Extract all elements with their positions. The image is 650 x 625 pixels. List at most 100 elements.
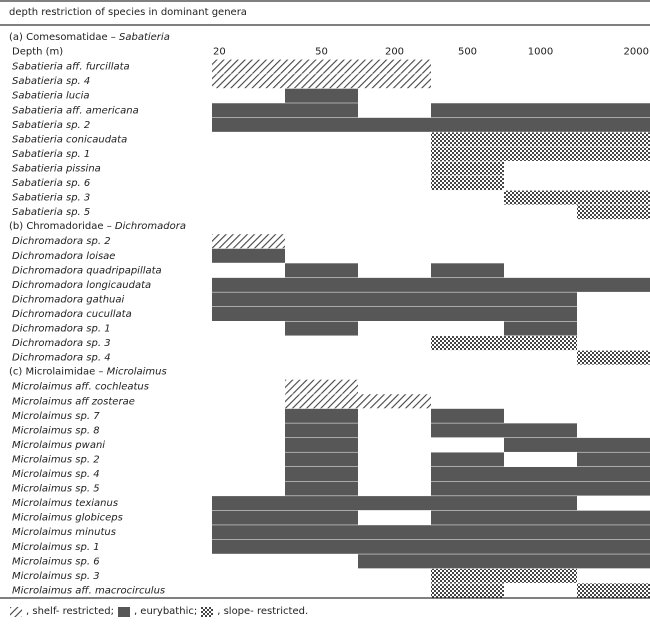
range-bar-eury <box>212 539 650 554</box>
range-bar-shelf <box>212 59 431 74</box>
range-bar-eury <box>431 467 650 482</box>
group-genus: Dichromadora <box>115 221 186 232</box>
species-label: Microlaimus aff zosterae <box>12 396 135 407</box>
group-header: (a) Comesomatidae – Sabatieria <box>9 32 170 43</box>
species-label: Microlaimus sp. 4 <box>12 469 100 480</box>
depth-tick-label: 500 <box>458 47 477 58</box>
range-bar-eury <box>212 277 650 292</box>
species-label: Microlaimus sp. 3 <box>12 571 100 582</box>
depth-tick-label: 200 <box>385 47 404 58</box>
range-bar-eury <box>285 467 358 482</box>
range-bar-eury <box>212 292 577 307</box>
species-label: Dichromadora gathuai <box>12 294 124 305</box>
range-bar-shelf <box>285 394 431 409</box>
species-label: Sabatieria sp. 6 <box>12 178 90 189</box>
species-label: Microlaimus sp. 1 <box>12 542 100 553</box>
range-bar-eury <box>212 248 285 263</box>
species-label: Dichromadora sp. 4 <box>12 353 111 364</box>
species-label: Microlaimus pwani <box>12 440 105 451</box>
species-label: Sabatieria sp. 1 <box>12 149 90 160</box>
range-bar-eury <box>212 510 358 525</box>
range-bar-eury <box>431 452 504 467</box>
range-bar-slope <box>431 568 577 583</box>
species-label: Microlaimus sp. 5 <box>12 484 100 495</box>
species-label: Sabatieria sp. 3 <box>12 193 90 204</box>
legend-label-slope: , slope- restricted. <box>217 606 309 617</box>
range-bar-eury <box>285 437 358 452</box>
range-bar-eury <box>431 263 504 278</box>
species-label: Sabatieria sp. 4 <box>12 76 90 87</box>
range-bar-eury <box>285 408 358 423</box>
species-label: Dichromadora sp. 2 <box>12 236 111 247</box>
range-bar-shelf <box>212 234 285 249</box>
species-label: Microlaimus texianus <box>12 498 118 509</box>
depth-tick-label: 20 <box>213 47 226 58</box>
legend-label-shelf: , shelf- restricted; <box>26 606 114 617</box>
group-header: (c) Microlaimidae – Microlaimus <box>9 367 167 378</box>
range-bar-eury <box>431 481 650 496</box>
species-label: Microlaimus minutus <box>12 527 116 538</box>
species-label: Microlaimus globiceps <box>12 513 123 524</box>
range-bar-eury <box>358 554 650 569</box>
species-label: Sabatieria sp. 2 <box>12 120 90 131</box>
range-bar-eury <box>285 263 358 278</box>
legend-label-eury: , eurybathic; <box>133 606 198 617</box>
range-bar-slope <box>431 176 504 191</box>
range-bar-eury <box>212 306 577 321</box>
species-label: Sabatieria pissina <box>12 163 101 174</box>
species-label: Dichromadora loisae <box>12 251 115 262</box>
range-bar-slope <box>431 146 650 161</box>
species-label: Microlaimus sp. 7 <box>12 411 100 422</box>
species-label: Dichromadora cucullata <box>12 309 132 320</box>
group-genus: Microlaimus <box>107 367 167 378</box>
depth-tick-label: 50 <box>315 47 328 58</box>
legend: , shelf- restricted; , eurybathic; , slo… <box>10 606 308 617</box>
species-label: Microlaimus aff. cochleatus <box>12 382 149 393</box>
species-label: Microlaimus sp. 6 <box>12 556 100 567</box>
species-label: Dichromadora sp. 3 <box>12 338 111 349</box>
species-label: Sabatieria aff. furcillata <box>12 62 130 73</box>
chart-title: depth restriction of species in dominant… <box>9 7 247 18</box>
range-bar-eury <box>431 510 650 525</box>
range-bar-eury <box>504 321 577 336</box>
range-bar-slope <box>577 583 650 598</box>
range-bar-eury <box>577 452 650 467</box>
depth-axis-label: Depth (m) <box>12 47 63 58</box>
group-header: (b) Chromadoridae – Dichromadora <box>9 221 186 232</box>
species-label: Microlaimus sp. 2 <box>12 454 100 465</box>
range-bar-slope <box>504 190 650 205</box>
species-label: Microlaimus sp. 8 <box>12 425 100 436</box>
eurybathic-swatch <box>117 606 130 617</box>
species-label: Dichromadora sp. 1 <box>12 324 111 335</box>
range-bar-slope <box>431 161 504 176</box>
shelf-restricted-swatch <box>10 606 22 617</box>
range-bar-eury <box>285 481 358 496</box>
species-label: Dichromadora quadripapillata <box>12 265 162 276</box>
range-bar-eury <box>212 496 577 511</box>
chart-rows: (a) Comesomatidae – Sabatieria Depth (m) 2… <box>9 32 650 598</box>
range-bar-eury <box>285 321 358 336</box>
range-bar-eury <box>285 423 358 438</box>
range-bar-eury <box>285 452 358 467</box>
species-label: Sabatieria lucia <box>12 91 90 102</box>
range-bar-eury <box>212 103 358 118</box>
range-bar-slope <box>577 205 650 220</box>
slope-restricted-swatch <box>201 606 214 617</box>
range-bar-shelf <box>212 74 431 89</box>
depth-tick-label: 2000 <box>624 47 649 58</box>
depth-tick-label: 1000 <box>528 47 553 58</box>
species-label: Dichromadora longicaudata <box>12 280 151 291</box>
range-bar-eury <box>431 103 650 118</box>
species-label: Sabatieria aff. americana <box>12 105 139 116</box>
range-bar-eury <box>212 117 650 132</box>
range-bar-eury <box>212 525 650 540</box>
range-bar-eury <box>431 408 504 423</box>
species-label: Microlaimus aff. macrocirculus <box>12 585 165 596</box>
range-bar-eury <box>431 423 577 438</box>
range-bar-eury <box>285 88 358 103</box>
species-label: Sabatieria sp. 5 <box>12 207 90 218</box>
species-label: Sabatieria conicaudata <box>12 134 127 145</box>
range-bar-eury <box>504 437 650 452</box>
range-bar-slope <box>431 583 504 598</box>
